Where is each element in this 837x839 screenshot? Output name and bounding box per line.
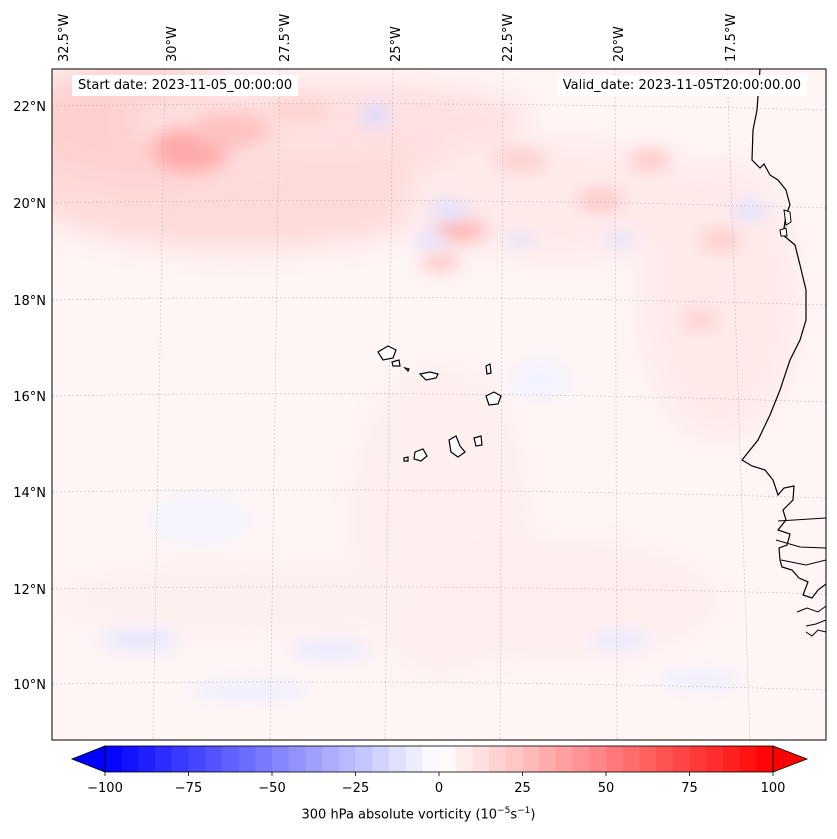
colorbar-segment — [572, 746, 590, 772]
colorbar-segment — [305, 746, 323, 772]
colorbar-max-extension — [772, 745, 809, 773]
colorbar-tick-label: 50 — [598, 781, 615, 796]
coastal-estuaries — [775, 517, 826, 637]
colorbar-tick-label: −75 — [175, 781, 202, 796]
colorbar-segment — [606, 746, 624, 772]
island-sao-vicente — [391, 359, 401, 367]
colorbar-segment — [238, 746, 256, 772]
colorbar-segment — [672, 746, 690, 772]
islands — [377, 345, 502, 462]
colorbar-label: 300 hPa absolute vorticity (10−5s−1) — [0, 806, 837, 822]
colorbar-segment — [388, 746, 407, 772]
colorbar-tick-label: −50 — [258, 781, 285, 796]
lon-label: 32.5°W — [57, 14, 72, 62]
colorbar-segment — [105, 746, 123, 772]
colorbar-segment — [555, 746, 574, 772]
colorbar-tick-label: 25 — [514, 781, 531, 796]
colorbar-segment — [255, 746, 273, 772]
colorbar-segments — [105, 746, 774, 772]
colorbar-segment — [722, 746, 741, 772]
island-santo-antao — [377, 345, 397, 361]
colorbar-segment — [221, 746, 240, 772]
colorbar-segment — [272, 746, 290, 772]
colorbar-segment — [756, 746, 774, 772]
colorbar: −100 −75 −50 −25 0 25 50 75 100 — [70, 745, 809, 796]
start-date-label: Start date: 2023-11-05_00:00:00 — [72, 75, 299, 96]
colorbar-segment — [689, 746, 707, 772]
lon-label: 30°W — [165, 26, 180, 62]
colorbar-ticks: −100 −75 −50 −25 0 25 50 75 100 — [87, 772, 785, 796]
colorbar-segment — [205, 746, 223, 772]
colorbar-label-close: ) — [530, 807, 536, 823]
colorbar-label-unit: s — [510, 807, 518, 823]
colorbar-segment — [455, 746, 473, 772]
lat-label: 18°N — [13, 294, 46, 309]
colorbar-segment — [405, 746, 423, 772]
latitude-labels: 22°N 20°N 18°N 16°N 14°N 12°N 10°N — [13, 100, 46, 693]
longitude-labels: 32.5°W 30°W 27.5°W 25°W 22.5°W 20°W 17.5… — [57, 14, 739, 62]
lon-label: 25°W — [389, 26, 404, 62]
colorbar-tick-label: −100 — [87, 781, 123, 796]
vorticity-field — [52, 69, 826, 740]
colorbar-tick-label: −25 — [342, 781, 369, 796]
banc-d-arguin-islands — [779, 209, 792, 237]
colorbar-segment — [489, 746, 507, 772]
colorbar-segment — [639, 746, 657, 772]
lat-label: 12°N — [13, 583, 46, 598]
island-sal — [485, 363, 492, 375]
colorbar-segment — [739, 746, 757, 772]
colorbar-segment — [188, 746, 206, 772]
lat-label: 14°N — [13, 486, 46, 501]
colorbar-segment — [355, 746, 373, 772]
island-maio — [473, 435, 483, 447]
colorbar-tick-label: 0 — [435, 781, 443, 796]
colorbar-segment — [439, 746, 457, 772]
lat-label: 20°N — [13, 197, 46, 212]
colorbar-segment — [171, 746, 189, 772]
colorbar-segment — [589, 746, 607, 772]
colorbar-min-extension — [70, 745, 106, 773]
lon-label: 20°W — [612, 26, 627, 62]
map-frame — [51, 68, 827, 741]
colorbar-segment — [539, 746, 557, 772]
colorbar-segment — [372, 746, 390, 772]
colorbar-segment — [138, 746, 156, 772]
colorbar-tick-label: 100 — [761, 781, 786, 796]
island-santiago — [448, 435, 466, 458]
colorbar-segment — [472, 746, 490, 772]
colorbar-segment — [338, 746, 356, 772]
colorbar-segment — [505, 746, 523, 772]
lon-label: 27.5°W — [278, 14, 293, 62]
colorbar-segment — [288, 746, 306, 772]
lat-label: 16°N — [13, 390, 46, 405]
colorbar-segment — [522, 746, 540, 772]
island-boa-vista — [485, 391, 502, 406]
colorbar-segment — [656, 746, 674, 772]
lat-label: 22°N — [13, 100, 46, 115]
colorbar-tick-label: 75 — [681, 781, 698, 796]
island-fogo — [413, 448, 428, 462]
colorbar-segment — [121, 746, 139, 772]
valid-date-label: Valid_date: 2023-11-05T20:00:00.00 — [556, 75, 807, 96]
colorbar-segment — [622, 746, 640, 772]
colorbar-segment — [322, 746, 340, 772]
colorbar-label-main: 300 hPa absolute vorticity (10 — [301, 807, 498, 823]
colorbar-segment — [706, 746, 724, 772]
lat-label: 10°N — [13, 678, 46, 693]
colorbar-label-exponent: −1 — [517, 806, 531, 816]
colorbar-segment — [155, 746, 173, 772]
colorbar-segment — [422, 746, 440, 772]
island-brava — [403, 456, 409, 462]
lon-label: 17.5°W — [724, 14, 739, 62]
colorbar-label-exponent: −5 — [497, 806, 511, 816]
island-sao-nicolau — [418, 371, 439, 381]
island-santa-luzia — [403, 366, 410, 373]
lon-label: 22.5°W — [501, 14, 516, 62]
africa-coastline — [741, 69, 826, 599]
